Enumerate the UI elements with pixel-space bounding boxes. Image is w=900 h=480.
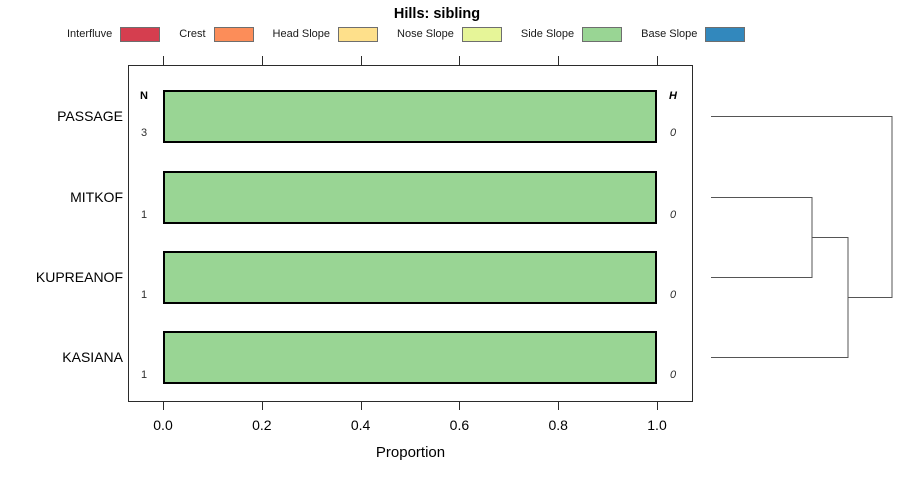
h-value: 0 xyxy=(669,289,677,301)
bar-kupreanof xyxy=(163,251,657,304)
bar-row xyxy=(163,90,657,143)
x-axis-bottom-ticks xyxy=(163,402,658,410)
tick-label: 0.4 xyxy=(350,417,371,433)
bar-mitkof xyxy=(163,171,657,224)
legend-swatch-base-slope xyxy=(705,26,746,42)
bar-kasiana xyxy=(163,331,657,384)
row-label-kupreanof: KUPREANOF xyxy=(35,269,123,285)
legend-swatch-interfluve xyxy=(120,26,161,42)
legend-item: Side Slope xyxy=(520,26,623,42)
tick-mark xyxy=(360,402,362,410)
bar-row xyxy=(163,331,657,384)
legend: Interfluve Crest Head Slope Nose Slope S… xyxy=(67,26,746,42)
n-column-header: N xyxy=(140,90,148,102)
legend-item: Interfluve xyxy=(67,26,161,42)
tick-label: 0.0 xyxy=(153,417,173,433)
chart-title: Hills: sibling xyxy=(393,6,481,22)
n-value: 1 xyxy=(140,209,148,221)
h-value: 0 xyxy=(669,209,677,221)
tick-label: 0.8 xyxy=(548,417,568,433)
tick-mark xyxy=(459,402,461,410)
legend-item: Base Slope xyxy=(641,26,746,42)
tick-mark xyxy=(657,56,658,65)
row-label-kasiana: KASIANA xyxy=(62,349,123,365)
x-axis-top-ticks xyxy=(163,56,658,65)
tick-mark xyxy=(459,56,461,65)
legend-label: Base Slope xyxy=(641,28,698,40)
tick-mark xyxy=(261,402,263,410)
tick-mark xyxy=(558,402,560,410)
tick-mark xyxy=(360,56,362,65)
legend-item: Head Slope xyxy=(272,26,379,42)
h-value: 0 xyxy=(669,127,677,139)
n-value: 1 xyxy=(140,369,148,381)
legend-swatch-head-slope xyxy=(338,26,379,42)
h-value: 0 xyxy=(669,369,677,381)
bar-row xyxy=(163,251,657,304)
h-column-header: H xyxy=(669,90,677,102)
tick-mark xyxy=(261,56,263,65)
plot-area xyxy=(128,65,693,402)
x-axis-title: Proportion xyxy=(375,444,446,461)
tick-label: 0.2 xyxy=(252,417,272,433)
n-value: 1 xyxy=(140,289,148,301)
legend-item: Nose Slope xyxy=(397,26,502,42)
tick-mark xyxy=(657,402,658,410)
tick-mark xyxy=(163,402,164,410)
legend-label: Interfluve xyxy=(67,28,113,40)
tick-mark xyxy=(163,56,164,65)
row-label-mitkof: MITKOF xyxy=(70,189,123,205)
legend-label: Nose Slope xyxy=(397,28,454,40)
legend-swatch-side-slope xyxy=(582,26,623,42)
x-axis-tick-labels: 0.0 0.2 0.4 0.6 0.8 1.0 xyxy=(153,417,666,433)
legend-label: Side Slope xyxy=(520,28,575,40)
legend-label: Crest xyxy=(179,28,206,40)
row-label-passage: PASSAGE xyxy=(57,108,123,124)
bar-row xyxy=(163,171,657,224)
legend-swatch-nose-slope xyxy=(461,26,502,42)
n-value: 3 xyxy=(140,127,148,139)
tick-mark xyxy=(558,56,560,65)
bar-passage xyxy=(163,90,657,143)
tick-label: 1.0 xyxy=(647,417,667,433)
legend-item: Crest xyxy=(179,26,254,42)
legend-label: Head Slope xyxy=(272,28,331,40)
legend-swatch-crest xyxy=(213,26,254,42)
tick-label: 0.6 xyxy=(449,417,470,433)
